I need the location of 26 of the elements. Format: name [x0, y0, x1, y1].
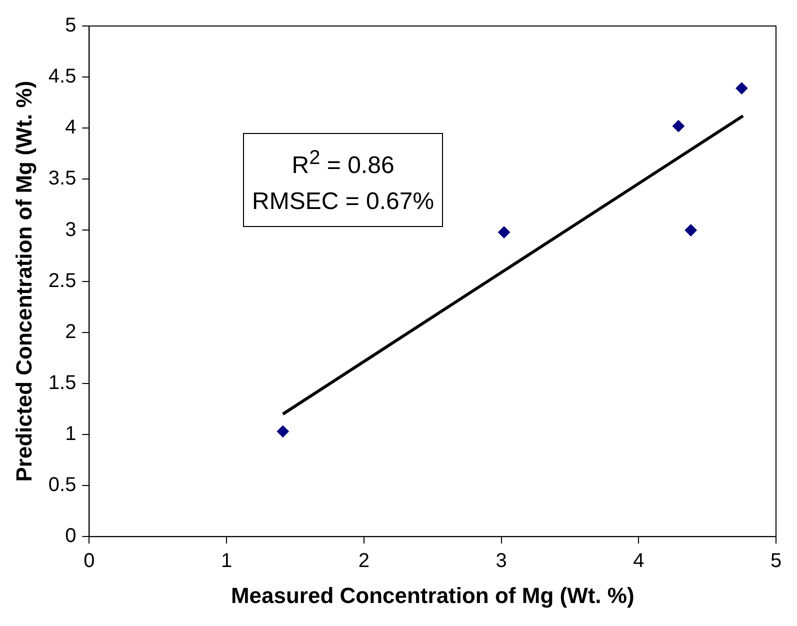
y-tick-label: 4.5: [48, 66, 76, 88]
point: [736, 82, 748, 94]
y-tick-label: 0: [65, 525, 76, 548]
y-tick-label: 2.5: [48, 270, 76, 292]
y-tick-label: 2: [65, 320, 76, 343]
point: [498, 226, 510, 238]
x-tick-label: 4: [633, 550, 644, 572]
x-tick-label: 5: [770, 550, 782, 572]
y-tick-label: 3: [65, 218, 76, 241]
point: [672, 120, 684, 132]
y-tick-label: 1.5: [48, 372, 76, 394]
x-tick-label: 0: [84, 550, 95, 572]
point: [276, 425, 289, 438]
y-tick-label: 5: [65, 14, 76, 37]
y-axis-title: Predicted Concentration of Mg (Wt. %): [11, 80, 36, 482]
y-tick-label: 0.5: [48, 474, 76, 496]
x-tick-label: 2: [358, 550, 370, 572]
point: [684, 224, 697, 236]
y-tick-label: 4: [65, 116, 76, 139]
x-tick-label: 3: [496, 550, 507, 572]
x-axis-title: Measured Concentration of Mg (Wt. %): [230, 582, 634, 608]
y-tick-label: 1: [65, 422, 76, 445]
x-tick-label: 1: [221, 550, 232, 572]
annotation: R$^{2}$ = 0.86: [290, 146, 396, 181]
annotation: RMSEC = 0.67%: [252, 187, 434, 217]
y-tick-label: 3.5: [48, 168, 76, 190]
